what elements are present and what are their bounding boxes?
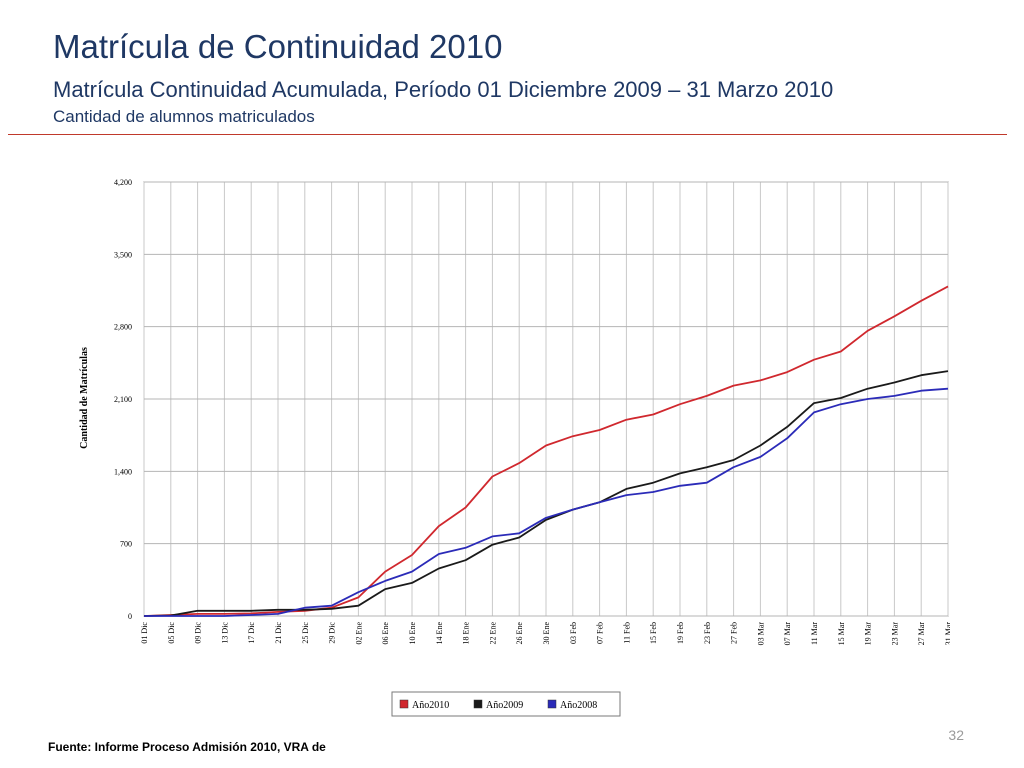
x-tick-label: 07 Feb — [596, 622, 605, 644]
legend-swatch — [399, 699, 409, 709]
legend-swatch — [547, 699, 557, 709]
chart-description: Cantidad de alumnos matriculados — [53, 107, 315, 126]
cumulative-enrollment-chart: 0 700 1,400 2,100 2,800 3,500 4,200 01 Dic 05 D… — [79, 178, 950, 717]
legend-swatch — [473, 699, 483, 709]
x-tick-label: 01 Dic — [140, 622, 149, 644]
grid-lines — [143, 181, 949, 617]
legend-label: Año2009 — [486, 700, 523, 711]
x-tick-label: 06 Ene — [381, 622, 390, 645]
x-tick-label: 31 Mar — [944, 622, 950, 646]
x-tick-label: 19 Mar — [864, 622, 873, 646]
y-tick-label: 1,400 — [114, 467, 132, 476]
x-tick-label: 15 Mar — [837, 622, 846, 646]
x-tick-labels: 01 Dic 05 Dic 09 Dic 13 Dic 17 Dic 21 Dic 25 D… — [140, 622, 950, 646]
legend-label: Año2008 — [560, 700, 597, 711]
page-number: 32 — [948, 727, 964, 743]
x-tick-label: 19 Feb — [676, 622, 685, 644]
x-tick-label: 23 Mar — [890, 622, 899, 646]
x-tick-label: 26 Ene — [515, 622, 524, 645]
y-tick-label: 4,200 — [114, 178, 132, 187]
y-tick-label: 700 — [120, 540, 132, 549]
x-tick-label: 30 Ene — [542, 622, 551, 645]
x-tick-label: 02 Ene — [354, 622, 363, 645]
y-tick-labels: 0 700 1,400 2,100 2,800 3,500 4,200 — [114, 178, 132, 621]
slide-title: Matrícula de Continuidad 2010 — [53, 28, 503, 65]
x-tick-label: 23 Feb — [703, 622, 712, 644]
legend-box — [391, 691, 621, 717]
x-tick-label: 07 Mar — [783, 622, 792, 646]
x-tick-label: 22 Ene — [488, 622, 497, 645]
x-tick-label: 25 Dic — [301, 622, 310, 644]
slide-subtitle: Matrícula Continuidad Acumulada, Período… — [53, 77, 834, 102]
x-tick-label: 17 Dic — [247, 622, 256, 644]
x-tick-label: 13 Dic — [220, 622, 229, 644]
x-tick-label: 11 Mar — [810, 622, 819, 645]
x-tick-label: 10 Ene — [408, 622, 417, 645]
series-line-a-o2009 — [143, 370, 949, 617]
legend-label: Año2010 — [412, 700, 449, 711]
y-tick-label: 2,800 — [114, 323, 132, 332]
x-tick-label: 03 Mar — [756, 622, 765, 646]
x-tick-label: 29 Dic — [328, 622, 337, 644]
y-tick-label: 0 — [128, 612, 132, 621]
data-series — [143, 285, 949, 617]
x-tick-label: 03 Feb — [569, 622, 578, 644]
series-line-a-o2008 — [144, 387, 949, 617]
x-tick-label: 21 Dic — [274, 622, 283, 644]
y-tick-label: 3,500 — [114, 250, 132, 259]
x-tick-label: 27 Feb — [730, 622, 739, 644]
x-tick-label: 27 Mar — [917, 622, 926, 646]
x-tick-label: 09 Dic — [194, 622, 203, 644]
source-note: Fuente: Informe Proceso Admisión 2010, V… — [48, 740, 326, 754]
x-tick-label: 18 Ene — [462, 622, 471, 645]
chart-legend: Año2010 Año2009 Año2008 — [391, 691, 621, 717]
x-tick-label: 15 Feb — [649, 622, 658, 644]
title-divider — [8, 134, 1007, 135]
x-tick-label: 05 Dic — [167, 622, 176, 644]
y-axis-label: Cantidad de Matrículas — [79, 347, 90, 449]
x-tick-label: 14 Ene — [435, 622, 444, 645]
x-tick-label: 11 Feb — [622, 622, 631, 644]
series-line-a-o2010 — [143, 285, 949, 617]
y-tick-label: 2,100 — [114, 395, 132, 404]
